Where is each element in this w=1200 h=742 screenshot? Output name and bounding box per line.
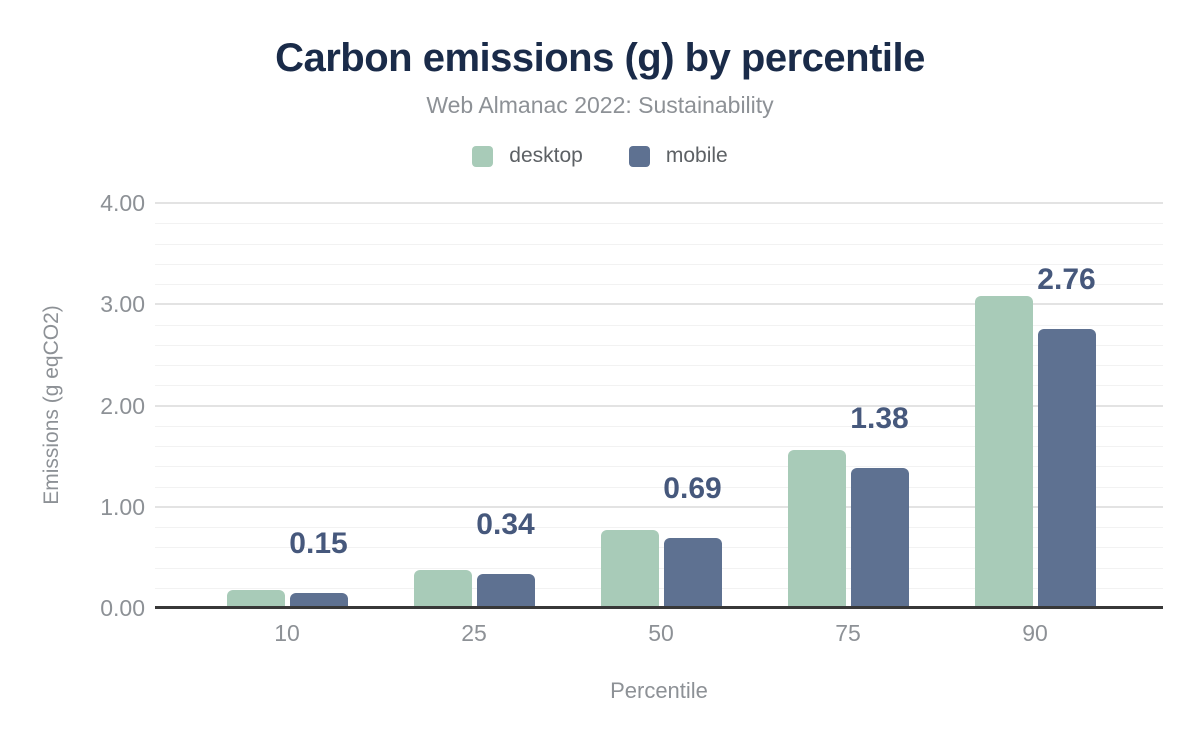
gridline-minor [155,446,1163,447]
y-tick-label: 2.00 [100,392,145,419]
bar-mobile-p90 [1037,328,1096,608]
gridline-minor [155,486,1163,488]
bar-desktop-p10 [226,589,285,608]
legend-label-mobile: mobile [665,144,728,167]
bar-group-p90: 2.76 [974,203,1096,608]
data-label-mobile-p10: 0.15 [289,526,348,560]
gridline-minor [155,284,1163,285]
y-tick-label: 0.00 [100,595,145,621]
gridline-minor [155,567,1163,569]
gridline-minor [155,587,1163,589]
gridline-minor [155,425,1163,427]
gridline-minor [155,527,1163,528]
legend: desktop mobile [0,144,1200,168]
x-axis-title: Percentile [610,678,708,703]
y-tick-label: 1.00 [100,493,145,520]
y-axis-ticks: 0.00 1.00 2.00 3.00 4.00 [0,190,145,621]
y-tick-label: 3.00 [100,291,145,318]
bar-desktop-p90 [974,296,1033,608]
gridline-minor [155,263,1163,265]
gridline-minor [155,385,1163,387]
legend-swatch-mobile [628,145,650,167]
plot-area: 0.15 0.34 0.69 1.38 2.76 [155,202,1163,609]
bar-desktop-p50 [600,530,659,608]
x-tick-label-p10: 10 [274,620,300,646]
bar-group-p25: 0.34 [413,203,535,608]
data-label-mobile-p75: 1.38 [850,402,909,436]
gridline-minor [155,547,1163,549]
bar-group-p10: 0.15 [226,203,348,608]
data-label-mobile-p25: 0.34 [476,507,535,541]
chart-title: Carbon emissions (g) by percentile [275,36,925,80]
chart-subtitle: Web Almanac 2022: Sustainability [426,92,774,118]
gridline-minor [155,243,1163,245]
legend-label-desktop: desktop [509,144,583,167]
x-tick-label-p90: 90 [1022,620,1048,646]
bar-mobile-p25 [476,573,535,608]
gridline-major [155,404,1163,407]
bar-desktop-p75 [787,450,846,608]
bar-desktop-p25 [413,569,472,608]
bar-mobile-p75 [850,468,909,608]
bar-mobile-p10 [289,592,348,608]
bar-group-p50: 0.69 [600,203,722,608]
data-label-mobile-p90: 2.76 [1037,262,1096,296]
gridline-minor [155,344,1163,346]
bar-group-p75: 1.38 [787,203,909,608]
y-tick-label: 4.00 [100,190,145,216]
gridline-minor [155,223,1163,225]
bar-mobile-p50 [663,538,722,608]
gridline-major [155,505,1163,508]
legend-swatch-desktop [472,145,494,167]
data-label-mobile-p50: 0.69 [663,472,722,506]
gridline-minor [155,466,1163,468]
x-tick-label-p50: 50 [648,620,674,646]
x-tick-label-p25: 25 [461,620,487,646]
gridline-major [155,303,1163,306]
legend-item-desktop: desktop [472,144,583,168]
legend-item-mobile: mobile [628,144,728,168]
x-tick-label-p75: 75 [835,620,861,646]
gridline-major [155,202,1163,204]
gridline-minor [155,324,1163,326]
x-axis-line [155,606,1163,609]
gridline-minor [155,365,1163,366]
x-axis-ticks: 10 25 50 75 90 [155,620,1163,650]
